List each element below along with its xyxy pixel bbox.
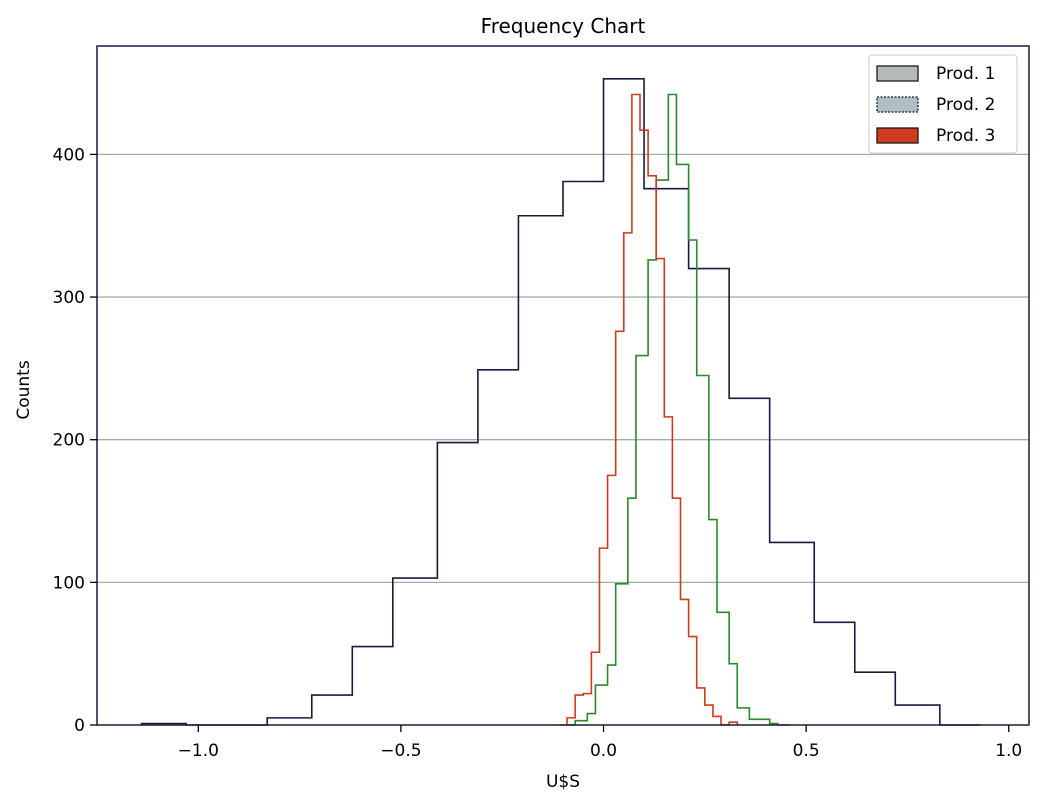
- x-tick-label: −1.0: [178, 741, 219, 761]
- histogram-bin: [624, 233, 632, 725]
- histogram-bin: [729, 664, 737, 725]
- legend-label: Prod. 1: [936, 64, 995, 84]
- legend: Prod. 1 Prod. 2 Prod. 3: [868, 54, 1018, 154]
- series-layer: [140, 78, 981, 726]
- histogram-bin: [709, 520, 717, 725]
- histogram-bin: [656, 180, 668, 725]
- histogram-bin: [676, 164, 688, 725]
- histogram-bin: [814, 622, 855, 725]
- histogram-bin: [595, 685, 607, 725]
- x-tick-label: −0.5: [380, 741, 421, 761]
- histogram-bin: [352, 647, 393, 725]
- histogram-step-line: [567, 93, 790, 726]
- histogram-bin: [616, 584, 628, 725]
- y-tick-label: 100: [53, 573, 85, 593]
- histogram-bin: [681, 599, 689, 725]
- histogram-bin: [729, 398, 770, 725]
- histogram-bin: [895, 705, 940, 725]
- y-tick-label: 300: [53, 288, 85, 308]
- histogram-bin: [737, 708, 749, 725]
- legend-swatch: [876, 65, 919, 82]
- grid-lines: [97, 153, 1029, 584]
- histogram-bin: [616, 331, 624, 725]
- histogram-bin: [689, 637, 697, 725]
- x-axis-label: U$S: [546, 772, 580, 792]
- histogram-bin: [604, 79, 645, 725]
- histogram-bin: [689, 240, 697, 725]
- plot-area-frame: [96, 45, 1030, 726]
- histogram-bin: [608, 665, 616, 725]
- legend-label: Prod. 3: [936, 126, 995, 146]
- histogram-bin: [267, 718, 312, 725]
- histogram-bin: [644, 189, 689, 725]
- chart-title: Frequency Chart: [481, 14, 646, 38]
- x-tick-label: 1.0: [995, 741, 1022, 761]
- histogram-step-line: [558, 93, 739, 726]
- histogram-bin: [437, 443, 478, 725]
- histogram-bin: [705, 705, 713, 725]
- histogram-bin: [648, 260, 656, 725]
- histogram-bin: [656, 259, 664, 725]
- y-axis-ticks: 0 100 200 300 400: [53, 145, 97, 736]
- histogram-bin: [478, 370, 519, 725]
- series-1: [140, 78, 981, 726]
- histogram-bin: [664, 417, 672, 725]
- histogram-bin: [312, 695, 353, 725]
- histogram-bin: [758, 719, 770, 725]
- histogram-bin: [672, 498, 680, 725]
- histogram-bin: [636, 356, 648, 725]
- histogram-bin: [648, 176, 656, 725]
- legend-label: Prod. 2: [936, 95, 995, 115]
- y-axis-label: Counts: [14, 360, 34, 419]
- y-tick-label: 200: [53, 431, 85, 451]
- histogram-bin: [713, 716, 721, 725]
- x-tick-label: 0.0: [590, 741, 617, 761]
- legend-swatch: [876, 96, 919, 113]
- histogram-bin: [567, 718, 575, 725]
- y-tick-label: 0: [74, 716, 85, 736]
- histogram-bin: [393, 578, 438, 725]
- histogram-bin: [587, 714, 595, 725]
- legend-swatch: [876, 127, 919, 144]
- series-3: [558, 93, 739, 726]
- histogram-bin: [770, 542, 815, 725]
- histogram-bin: [855, 672, 896, 725]
- histogram-bin: [717, 612, 729, 725]
- histogram-bin: [518, 216, 563, 725]
- histogram-bin: [697, 688, 705, 725]
- y-tick-label: 400: [53, 145, 85, 165]
- series-2: [567, 93, 790, 726]
- histogram-bin: [599, 548, 607, 725]
- histogram-bin: [640, 130, 648, 725]
- x-tick-label: 0.5: [793, 741, 820, 761]
- histogram-step-line: [140, 78, 981, 726]
- x-axis-ticks: −1.0 −0.5 0.0 0.5 1.0: [178, 725, 1022, 761]
- histogram-bin: [563, 182, 604, 725]
- histogram-bin: [608, 475, 616, 725]
- histogram-bin: [697, 376, 709, 725]
- histogram-bin: [628, 498, 636, 725]
- histogram-bin: [749, 719, 757, 725]
